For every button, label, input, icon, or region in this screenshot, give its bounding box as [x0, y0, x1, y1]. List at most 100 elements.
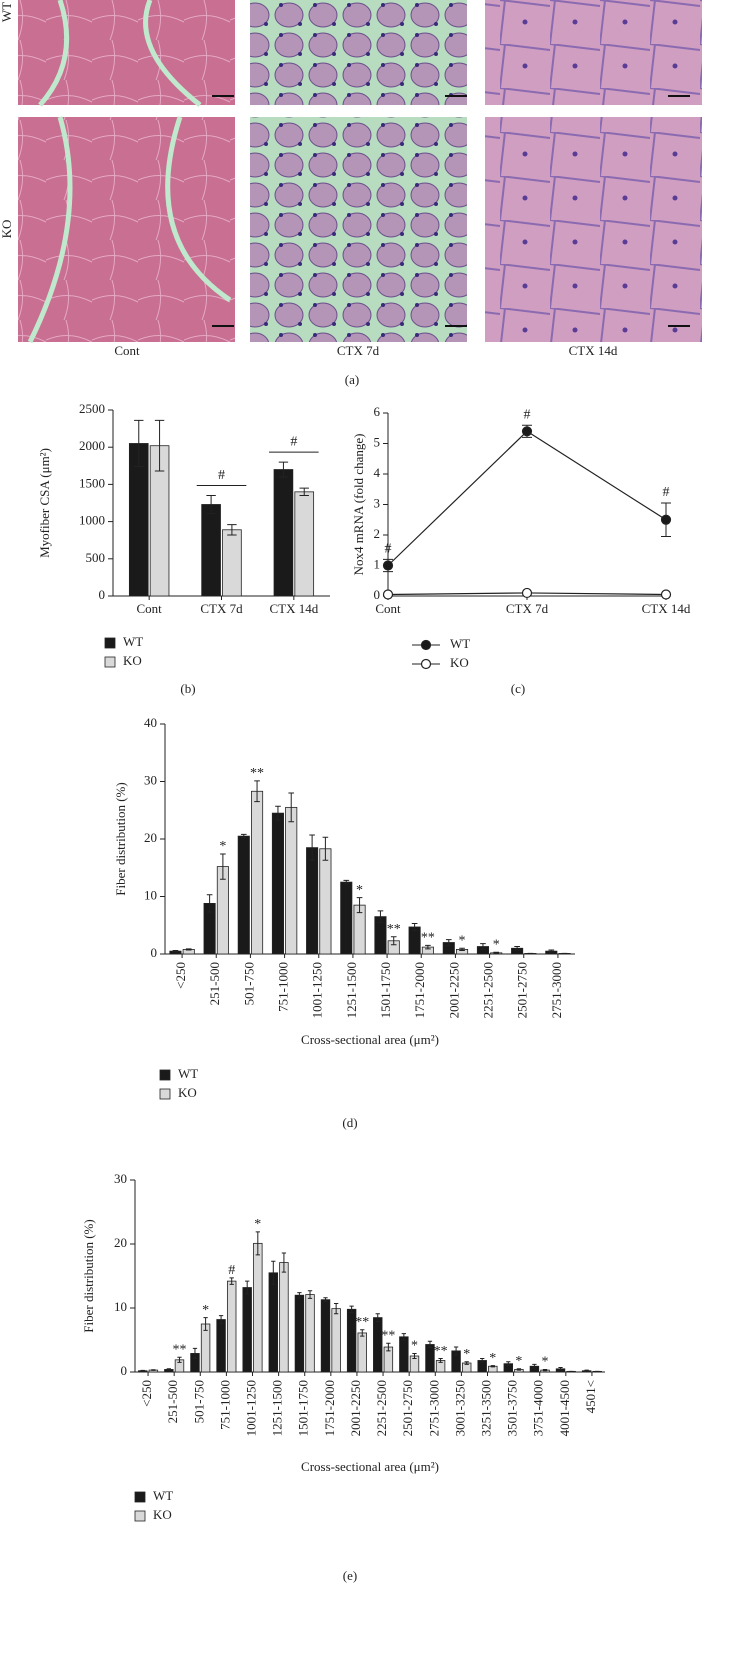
x-axis-label: Cross-sectional area (μm²) — [301, 1459, 439, 1474]
error-bar — [493, 951, 500, 954]
error-bar — [309, 834, 315, 861]
error-bar — [377, 910, 384, 923]
y-tick-label: 40 — [144, 715, 157, 730]
column-label: Cont — [114, 343, 140, 358]
significance-label: * — [202, 1303, 209, 1318]
bar — [408, 926, 421, 955]
panel-label: (a) — [345, 372, 359, 387]
error-bar — [459, 947, 465, 952]
x-tick-label: 1501-1750 — [296, 1380, 311, 1436]
panel-label: (e) — [343, 1568, 357, 1583]
error-bar — [271, 1260, 276, 1285]
x-tick-label: 4001-4500 — [557, 1380, 572, 1436]
legend-label: KO — [123, 653, 142, 668]
y-axis-label: Fiber distribution (%) — [113, 782, 128, 895]
y-axis-label: Fiber distribution (%) — [81, 1219, 96, 1332]
bar — [294, 491, 315, 597]
significance-label: ** — [250, 766, 264, 781]
x-tick-label: Cont — [137, 601, 163, 616]
x-tick-label: 751-1000 — [276, 962, 291, 1012]
x-tick-label: 501-750 — [191, 1380, 206, 1423]
x-tick-label: 2501-2750 — [515, 962, 530, 1018]
bar — [399, 1336, 409, 1373]
legend-swatch — [159, 1088, 171, 1100]
error-bar — [299, 487, 309, 497]
error-bar — [297, 1292, 302, 1299]
error-bar — [349, 1305, 354, 1313]
legend-label: KO — [153, 1507, 172, 1522]
marker — [521, 587, 533, 599]
x-tick-label: CTX 14d — [642, 601, 691, 616]
x-tick-label: 1251-1500 — [270, 1380, 285, 1436]
y-tick-label: 30 — [114, 1171, 127, 1186]
significance-label: # — [228, 1263, 235, 1278]
error-bar — [438, 1358, 443, 1363]
micrograph — [485, 117, 702, 342]
significance-label: * — [489, 1351, 496, 1366]
x-tick-label: 1751-2000 — [322, 1380, 337, 1436]
error-bar — [464, 1361, 469, 1365]
error-bar — [192, 1347, 198, 1360]
error-bar — [240, 833, 247, 839]
x-tick-label: CTX 7d — [506, 601, 549, 616]
x-tick-label: 1501-1750 — [378, 962, 393, 1018]
column-label: CTX 14d — [569, 343, 618, 358]
x-tick-label: 2501-2750 — [400, 1380, 415, 1436]
y-tick-label: 2000 — [79, 438, 105, 453]
y-tick-label: 500 — [86, 550, 106, 565]
error-bar — [584, 1369, 589, 1372]
x-tick-label: 2001-2250 — [446, 962, 461, 1018]
bar — [253, 1242, 263, 1373]
error-bar — [386, 1342, 391, 1352]
marker — [382, 560, 394, 571]
error-bar — [542, 1368, 548, 1372]
legend-label: WT — [178, 1066, 198, 1081]
column-label: CTX 7d — [337, 343, 380, 358]
error-bar — [401, 1333, 407, 1341]
error-bar — [322, 836, 329, 861]
significance-label: * — [515, 1354, 522, 1369]
error-bar — [206, 495, 216, 514]
error-bar — [390, 936, 397, 946]
panel-label: (c) — [511, 681, 525, 696]
significance-label: * — [219, 839, 226, 854]
marker — [660, 514, 672, 525]
error-bar — [255, 1231, 260, 1256]
x-tick-label: 1751-2000 — [412, 962, 427, 1018]
y-tick-label: 4 — [374, 465, 381, 480]
error-bar — [360, 1329, 365, 1337]
bar — [306, 847, 319, 955]
error-bar — [532, 1363, 537, 1369]
error-bar — [172, 950, 179, 953]
bar — [340, 881, 353, 955]
micrograph — [250, 117, 467, 342]
x-tick-label: <250 — [173, 962, 188, 989]
error-bar — [154, 419, 165, 472]
significance-label: ** — [421, 931, 435, 946]
error-bar — [514, 946, 520, 951]
significance-label: * — [459, 933, 466, 948]
y-tick-label: 2 — [374, 526, 381, 541]
bar — [242, 1287, 252, 1373]
error-bar — [288, 792, 295, 823]
y-tick-label: 0 — [151, 945, 158, 960]
error-bar — [254, 780, 260, 803]
tissue-gap — [27, 0, 232, 344]
error-bar — [412, 1352, 417, 1360]
x-tick-label: 3501-3750 — [505, 1380, 520, 1436]
significance-label: * — [542, 1355, 549, 1370]
y-tick-label: 6 — [374, 404, 381, 419]
error-bar — [480, 1358, 485, 1363]
significance-label: * — [411, 1339, 418, 1354]
legend-label: WT — [123, 634, 143, 649]
significance-label: # — [524, 407, 531, 422]
y-tick-label: 2500 — [79, 401, 105, 416]
error-bar — [140, 1369, 145, 1372]
error-bar — [548, 949, 555, 953]
micrograph — [485, 0, 702, 105]
marker — [521, 426, 533, 437]
legend-label: WT — [450, 636, 470, 651]
error-bar — [480, 943, 486, 950]
bar — [273, 469, 294, 597]
bar — [201, 504, 221, 597]
